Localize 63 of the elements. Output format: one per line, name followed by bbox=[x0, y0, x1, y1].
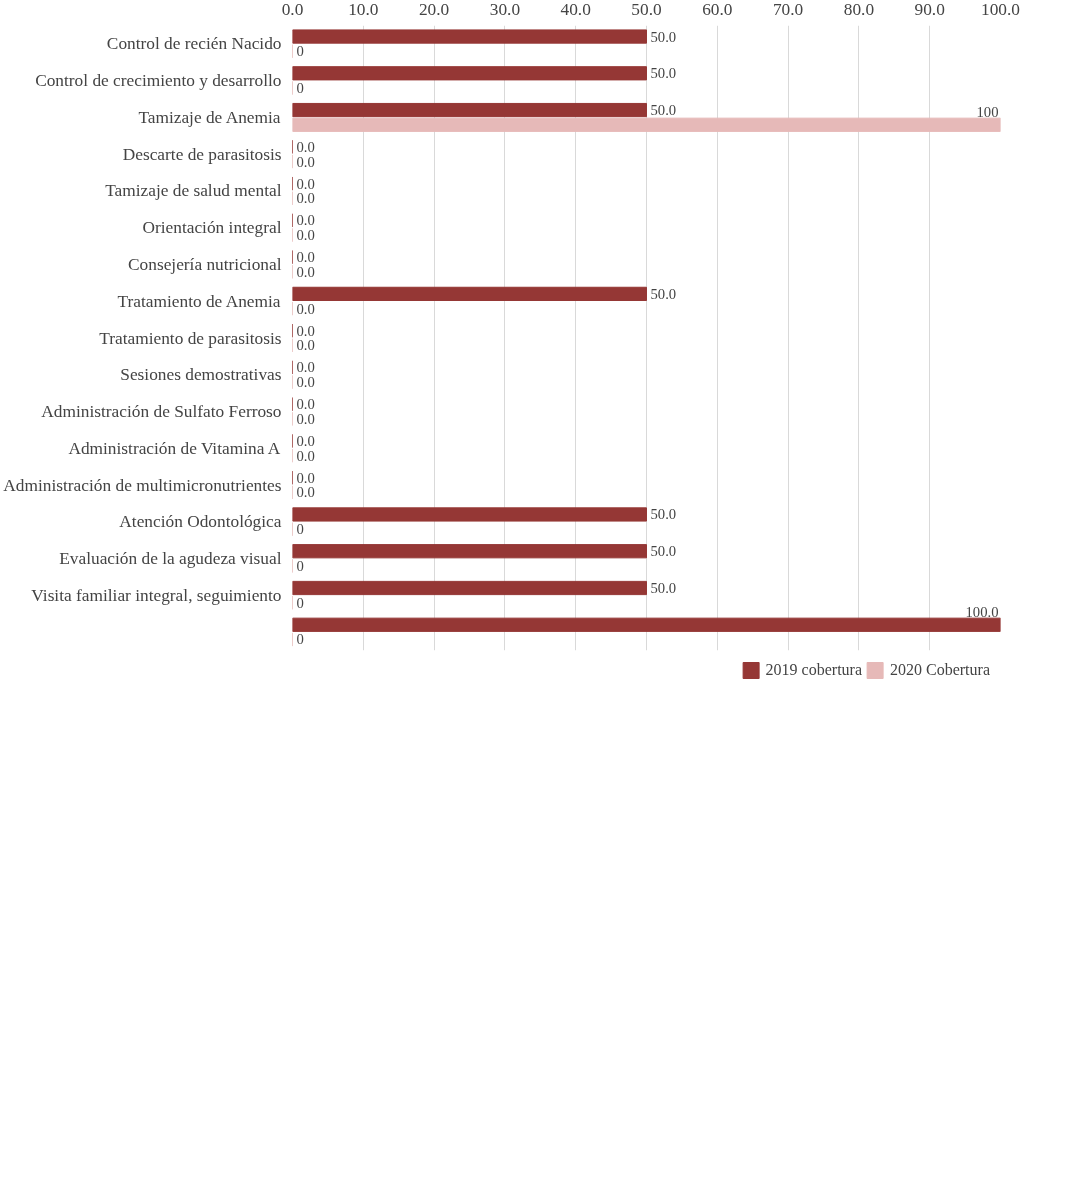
y-tick-label: Tratamiento de Anemia bbox=[117, 291, 281, 311]
data-label: 0.0 bbox=[296, 322, 315, 339]
y-tick-label: Control de recién Nacido bbox=[106, 34, 282, 54]
x-tick-label: 100.0 bbox=[981, 0, 1021, 19]
y-tick-label: Tamizaje de salud mental bbox=[105, 181, 282, 201]
legend-label: 2020 Cobertura bbox=[890, 661, 990, 679]
data-label: 50.0 bbox=[650, 285, 677, 302]
data-label: 0 bbox=[296, 80, 304, 96]
x-tick-label: 90.0 bbox=[914, 0, 945, 19]
data-label: 0.0 bbox=[296, 396, 315, 413]
data-label: 0 bbox=[296, 594, 304, 611]
data-label: 0.0 bbox=[296, 138, 315, 155]
data-label: 100 bbox=[976, 104, 999, 121]
x-tick-label: 0.0 bbox=[281, 0, 304, 19]
y-tick-label: Administración de Sulfato Ferroso bbox=[41, 402, 282, 422]
data-label: 0.0 bbox=[296, 469, 315, 486]
data-label: 0.0 bbox=[296, 227, 315, 244]
y-tick-label: Administración de Vitamina A bbox=[68, 438, 281, 458]
y-tick-label: Sesiones demostrativas bbox=[120, 365, 282, 385]
data-label: 0.0 bbox=[296, 484, 315, 501]
data-label: 0.0 bbox=[296, 374, 315, 391]
data-label: 0 bbox=[296, 557, 304, 574]
data-label: 0 bbox=[296, 631, 304, 648]
y-tick-label: Tamizaje de Anemia bbox=[138, 107, 281, 127]
data-label: 0.0 bbox=[296, 153, 315, 170]
data-label: 0.0 bbox=[296, 432, 315, 449]
y-tick-label: Visita familiar integral, seguimiento bbox=[31, 585, 282, 605]
data-label: 50.0 bbox=[650, 543, 677, 560]
y-tick-label: Orientación integral bbox=[142, 218, 282, 238]
x-tick-label: 10.0 bbox=[348, 0, 379, 19]
legend-label: 2019 cobertura bbox=[765, 661, 863, 679]
y-tick-label: Evaluación de la agudeza visual bbox=[59, 549, 282, 569]
x-tick-label: 60.0 bbox=[702, 0, 733, 19]
y-tick-label: Control de crecimiento y desarrollo bbox=[35, 71, 282, 91]
y-tick-label: Administración de multimicronutrientes bbox=[3, 475, 282, 495]
data-label: 0.0 bbox=[296, 212, 315, 229]
data-label: 0 bbox=[296, 521, 304, 538]
data-label: 50.0 bbox=[650, 28, 677, 45]
x-tick-label: 20.0 bbox=[418, 0, 450, 19]
data-label: 0.0 bbox=[296, 263, 315, 280]
y-tick-label: Consejería nutricional bbox=[128, 254, 282, 274]
data-label: 0.0 bbox=[296, 410, 315, 427]
data-label: 0.0 bbox=[296, 300, 315, 317]
data-label: 0 bbox=[296, 43, 304, 60]
data-label: 0.0 bbox=[296, 447, 315, 464]
y-tick-label: Tratamiento de parasitosis bbox=[99, 328, 282, 348]
data-label: 0.0 bbox=[296, 175, 315, 192]
data-label: 50.0 bbox=[650, 506, 677, 523]
y-tick-label: Atención Odontológica bbox=[119, 512, 282, 532]
x-tick-label: 70.0 bbox=[772, 0, 804, 19]
x-tick-label: 30.0 bbox=[489, 0, 521, 19]
data-label: 50.0 bbox=[650, 102, 677, 119]
data-label: 0.0 bbox=[296, 190, 315, 207]
data-label: 0.0 bbox=[296, 249, 315, 266]
data-label: 0.0 bbox=[296, 359, 315, 376]
y-tick-label: Descarte de parasitosis bbox=[122, 144, 282, 164]
x-tick-label: 50.0 bbox=[631, 0, 662, 19]
data-label: 0.0 bbox=[296, 337, 315, 354]
data-label: 50.0 bbox=[650, 580, 677, 596]
x-tick-label: 80.0 bbox=[843, 0, 875, 19]
x-tick-label: 40.0 bbox=[560, 0, 591, 19]
data-label: 100.0 bbox=[965, 604, 999, 621]
data-label: 50.0 bbox=[650, 65, 677, 82]
